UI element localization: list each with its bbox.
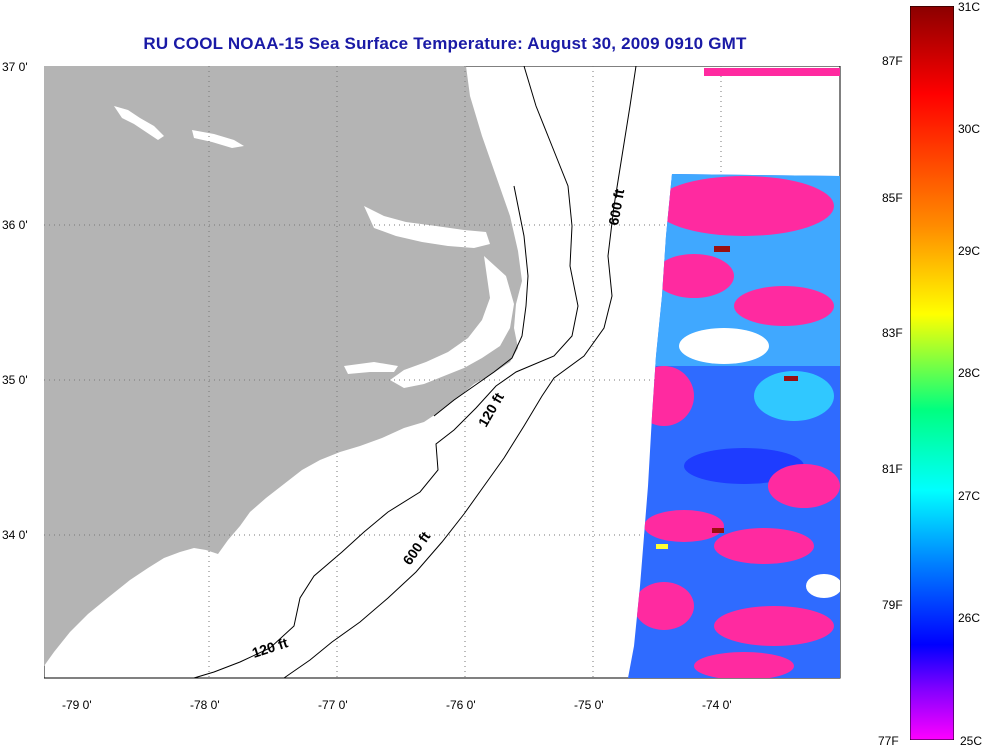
lon-label-76: -76 0' [446,698,476,712]
colorbar-c-29: 29C [958,244,981,258]
isobath-120ft [193,66,579,679]
isobath-600ft [283,66,637,679]
lat-label-34: 34 0' [2,528,28,542]
colorbar-c-30: 30C [958,122,981,136]
lon-label-78: -78 0' [190,698,220,712]
colorbar-c-27: 27C [958,489,981,503]
neuse-river [344,362,398,374]
pamlico-sound [390,256,514,388]
colorbar-f-79: 79F [882,598,903,612]
lat-label-36: 36 0' [2,218,28,232]
colorbar-c-28: 28C [958,366,981,380]
colorbar-c-25: 25C [960,734,983,748]
albemarle-sound [364,206,490,248]
colorbar-c-31: 31C [958,0,981,14]
land-north-carolina [44,66,522,666]
lon-label-74: -74 0' [702,698,732,712]
lake-gaston [192,130,244,148]
lake-kerr [114,106,164,140]
colorbar-f-87: 87F [882,54,903,68]
lon-label-77: -77 0' [318,698,348,712]
colorbar-f-83: 83F [882,326,903,340]
swath-top-strip [704,68,840,76]
lon-label-79: -79 0' [62,698,92,712]
colorbar-f-77: 77F [878,734,899,748]
colorbar-f-85: 85F [882,191,903,205]
isobath-label-600-north: 600 ft [605,187,627,226]
colorbar-c-26: 26C [958,611,981,625]
page-title: RU COOL NOAA-15 Sea Surface Temperature:… [143,34,747,53]
sst-map: 600 ft 120 ft 600 ft 120 ft [44,66,841,679]
lat-label-35: 35 0' [2,373,28,387]
colorbar [910,6,954,740]
lon-label-75: -75 0' [574,698,604,712]
barrier-island [433,185,529,417]
colorbar-f-81: 81F [882,462,903,476]
lat-label-37: 37 0' [2,60,28,74]
